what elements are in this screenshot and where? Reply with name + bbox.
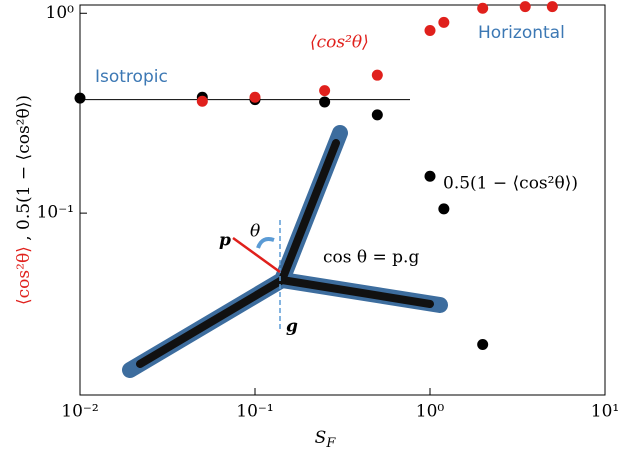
data-point (319, 85, 331, 97)
x-label-main: S (315, 428, 327, 448)
data-point (424, 170, 436, 182)
data-point (519, 1, 531, 13)
data-point (438, 16, 450, 28)
x-tick-label: 10⁰ (416, 402, 445, 422)
data-point (546, 1, 558, 13)
series-label: ⟨cos²θ⟩ (310, 33, 369, 53)
equation: cos θ = p.g (323, 248, 419, 268)
x-tick-label: 10⁻¹ (236, 402, 273, 422)
data-point (477, 339, 489, 351)
data-point (438, 203, 450, 215)
rod-diagram (122, 125, 448, 378)
y-tick-label: 10⁻¹ (37, 203, 74, 223)
y-axis-label: ⟨cos²θ⟩ , 0.5(1 − ⟨cos²θ⟩) (14, 95, 34, 305)
data-point (196, 95, 208, 107)
horizontal-label: Horizontal (478, 23, 565, 43)
y-label-part: , 0.5(1 − ⟨cos²θ⟩) (14, 95, 34, 246)
data-point (74, 92, 86, 104)
data-point (477, 2, 489, 14)
y-tick-label: 10⁰ (46, 3, 75, 23)
data-point (319, 96, 331, 108)
x-axis-label: SF (315, 428, 337, 451)
data-point (249, 91, 261, 103)
x-tick-label: 10⁻² (61, 402, 98, 422)
data-point (424, 24, 436, 36)
theta-label: θ (250, 222, 260, 242)
isotropic-label: Isotropic (95, 67, 168, 87)
g-label: g (286, 317, 298, 337)
plot-frame (79, 4, 606, 396)
data-point (371, 69, 383, 81)
data-point (371, 109, 383, 121)
series-label: 0.5(1 − ⟨cos²θ⟩) (443, 174, 578, 194)
x-tick-label: 10¹ (591, 402, 618, 422)
x-label-sub: F (325, 436, 336, 451)
p-label: p (219, 231, 231, 251)
y-label-part: ⟨cos²θ⟩ (14, 246, 34, 305)
